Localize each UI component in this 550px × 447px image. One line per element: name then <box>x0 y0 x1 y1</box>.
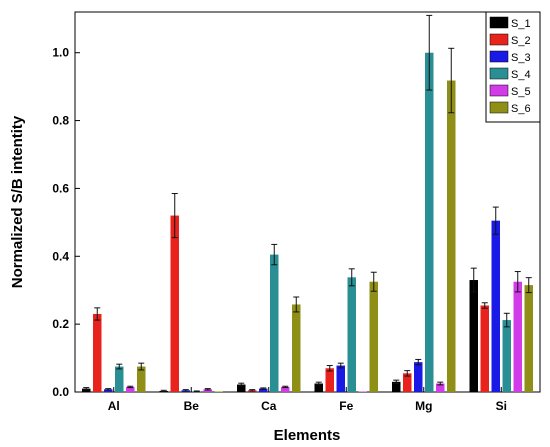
legend: S_1 S_2 S_3 S_4 S_5 S_6 <box>485 11 541 123</box>
x-tick-label-be: Be <box>184 399 200 413</box>
x-axis-label: Elements <box>274 427 341 444</box>
y-tick-label: 0.0 <box>52 385 69 399</box>
legend-label-s5: S_5 <box>511 86 531 98</box>
y-tick-label: 0.6 <box>52 181 69 195</box>
legend-label-s4: S_4 <box>511 69 531 81</box>
y-tick-label: 0.4 <box>52 249 69 263</box>
bars <box>82 14 533 393</box>
bar-s5-mg <box>436 383 445 392</box>
bar-s1-ca <box>237 384 246 392</box>
bar-s5-si <box>513 281 522 392</box>
bar-s6-si <box>524 285 533 392</box>
bar-s4-ca <box>270 254 279 392</box>
bar-s6-mg <box>447 80 456 393</box>
legend-swatch-s1 <box>489 16 509 29</box>
x-tick-label-si: Si <box>496 399 507 413</box>
legend-swatch-s6 <box>489 101 509 114</box>
bar-s5-be <box>203 389 212 392</box>
y-tick-label: 0.8 <box>52 114 69 128</box>
bar-s3-si <box>491 220 500 392</box>
y-tick-label: 0.2 <box>52 317 69 331</box>
bar-s5-fe <box>358 391 367 392</box>
legend-label-s6: S_6 <box>511 103 531 115</box>
x-tick-label-mg: Mg <box>415 399 432 413</box>
bar-s6-ca <box>292 304 301 392</box>
plot-frame <box>74 11 541 393</box>
bar-s2-mg <box>403 373 412 392</box>
legend-swatch-s2 <box>489 33 509 46</box>
bar-s4-mg <box>425 52 434 392</box>
legend-label-s1: S_1 <box>511 18 531 30</box>
bar-s1-al <box>82 388 91 392</box>
bar-s1-mg <box>392 381 401 392</box>
x-axis-ticks: Al Be Ca Fe Mg Si <box>108 387 507 413</box>
bar-s6-al <box>137 366 146 392</box>
bar-s1-si <box>469 280 478 392</box>
bar-s6-be <box>214 391 223 392</box>
bar-s1-fe <box>314 383 323 392</box>
legend-label-s3: S_3 <box>511 52 531 64</box>
bar-s3-al <box>104 389 113 392</box>
y-axis-ticks: 0.0 0.2 0.4 0.6 0.8 1.0 <box>52 46 80 399</box>
bar-s3-mg <box>414 362 423 392</box>
bar-s4-fe <box>347 277 356 392</box>
bar-s3-ca <box>259 388 268 392</box>
bar-s2-be <box>170 215 179 392</box>
bar-s3-fe <box>336 365 345 392</box>
bar-s5-al <box>126 386 135 392</box>
x-tick-label-fe: Fe <box>339 399 353 413</box>
y-tick-label: 1.0 <box>52 46 69 60</box>
legend-swatch-s5 <box>489 84 509 97</box>
bar-s4-si <box>502 320 511 392</box>
x-tick-label-ca: Ca <box>261 399 277 413</box>
x-tick-label-al: Al <box>108 399 120 413</box>
bar-s6-fe <box>369 281 378 392</box>
bar-s4-al <box>115 366 124 392</box>
bar-s2-fe <box>325 368 334 392</box>
legend-label-s2: S_2 <box>511 35 531 47</box>
legend-swatch-s4 <box>489 67 509 80</box>
bar-s2-si <box>480 305 489 392</box>
legend-swatch-s3 <box>489 50 509 63</box>
bar-s2-al <box>93 313 102 392</box>
y-axis-label: Normalized S/B intentity <box>9 115 26 288</box>
bar-s5-ca <box>281 386 290 392</box>
